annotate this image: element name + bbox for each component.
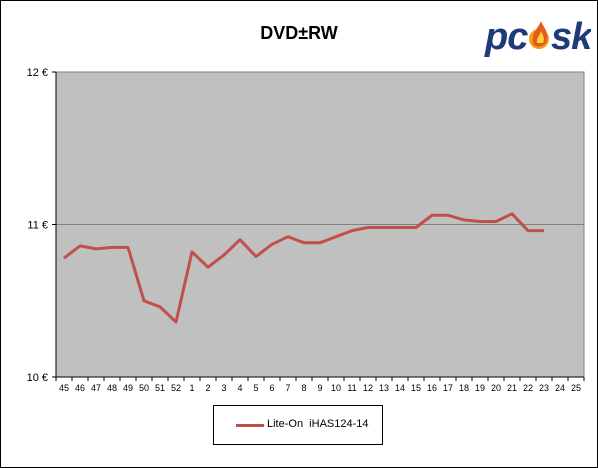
x-tick-label: 1 (189, 383, 194, 393)
x-tick-label: 22 (523, 383, 533, 393)
pcsk-logo: pc sk (484, 16, 591, 58)
x-tick-label: 21 (507, 383, 517, 393)
x-tick-label: 45 (59, 383, 69, 393)
x-tick-label: 15 (411, 383, 421, 393)
x-tick-label: 11 (347, 383, 356, 393)
x-tick-label: 24 (555, 383, 565, 393)
svg-text:sk: sk (551, 16, 591, 58)
x-tick-label: 3 (221, 383, 226, 393)
x-tick-label: 19 (475, 383, 485, 393)
x-tick-label: 4 (237, 383, 242, 393)
x-tick-label: 48 (107, 383, 117, 393)
x-tick-label: 16 (427, 383, 437, 393)
x-tick-label: 14 (395, 383, 405, 393)
x-tick-label: 18 (459, 383, 469, 393)
x-tick-label: 13 (379, 383, 389, 393)
x-tick-label: 50 (139, 383, 149, 393)
x-tick-label: 6 (269, 383, 274, 393)
svg-text:pc: pc (484, 16, 528, 58)
x-tick-label: 20 (491, 383, 501, 393)
x-tick-label: 52 (171, 383, 181, 393)
x-tick-label: 12 (363, 383, 373, 393)
chart-title: DVD±RW (260, 23, 338, 43)
x-tick-label: 17 (443, 383, 453, 393)
x-tick-label: 2 (205, 383, 210, 393)
x-tick-label: 9 (317, 383, 322, 393)
legend-label: Lite-On iHAS124-14 (267, 418, 369, 430)
x-tick-label: 51 (155, 383, 165, 393)
x-tick-label: 47 (91, 383, 101, 393)
x-tick-label: 7 (285, 383, 290, 393)
y-tick-label: 11 € (27, 220, 48, 232)
x-tick-label: 46 (75, 383, 85, 393)
x-tick-label: 8 (301, 383, 306, 393)
x-tick-label: 10 (331, 383, 341, 393)
x-tick-label: 49 (123, 383, 133, 393)
flame-icon (529, 21, 549, 49)
x-tick-label: 23 (539, 383, 549, 393)
y-tick-label: 10 € (27, 372, 48, 384)
x-tick-label: 5 (253, 383, 258, 393)
x-tick-label: 25 (571, 383, 581, 393)
legend-swatch (236, 424, 264, 427)
legend: Lite-On iHAS124-14 (213, 405, 383, 445)
y-tick-label: 12 € (27, 67, 48, 79)
